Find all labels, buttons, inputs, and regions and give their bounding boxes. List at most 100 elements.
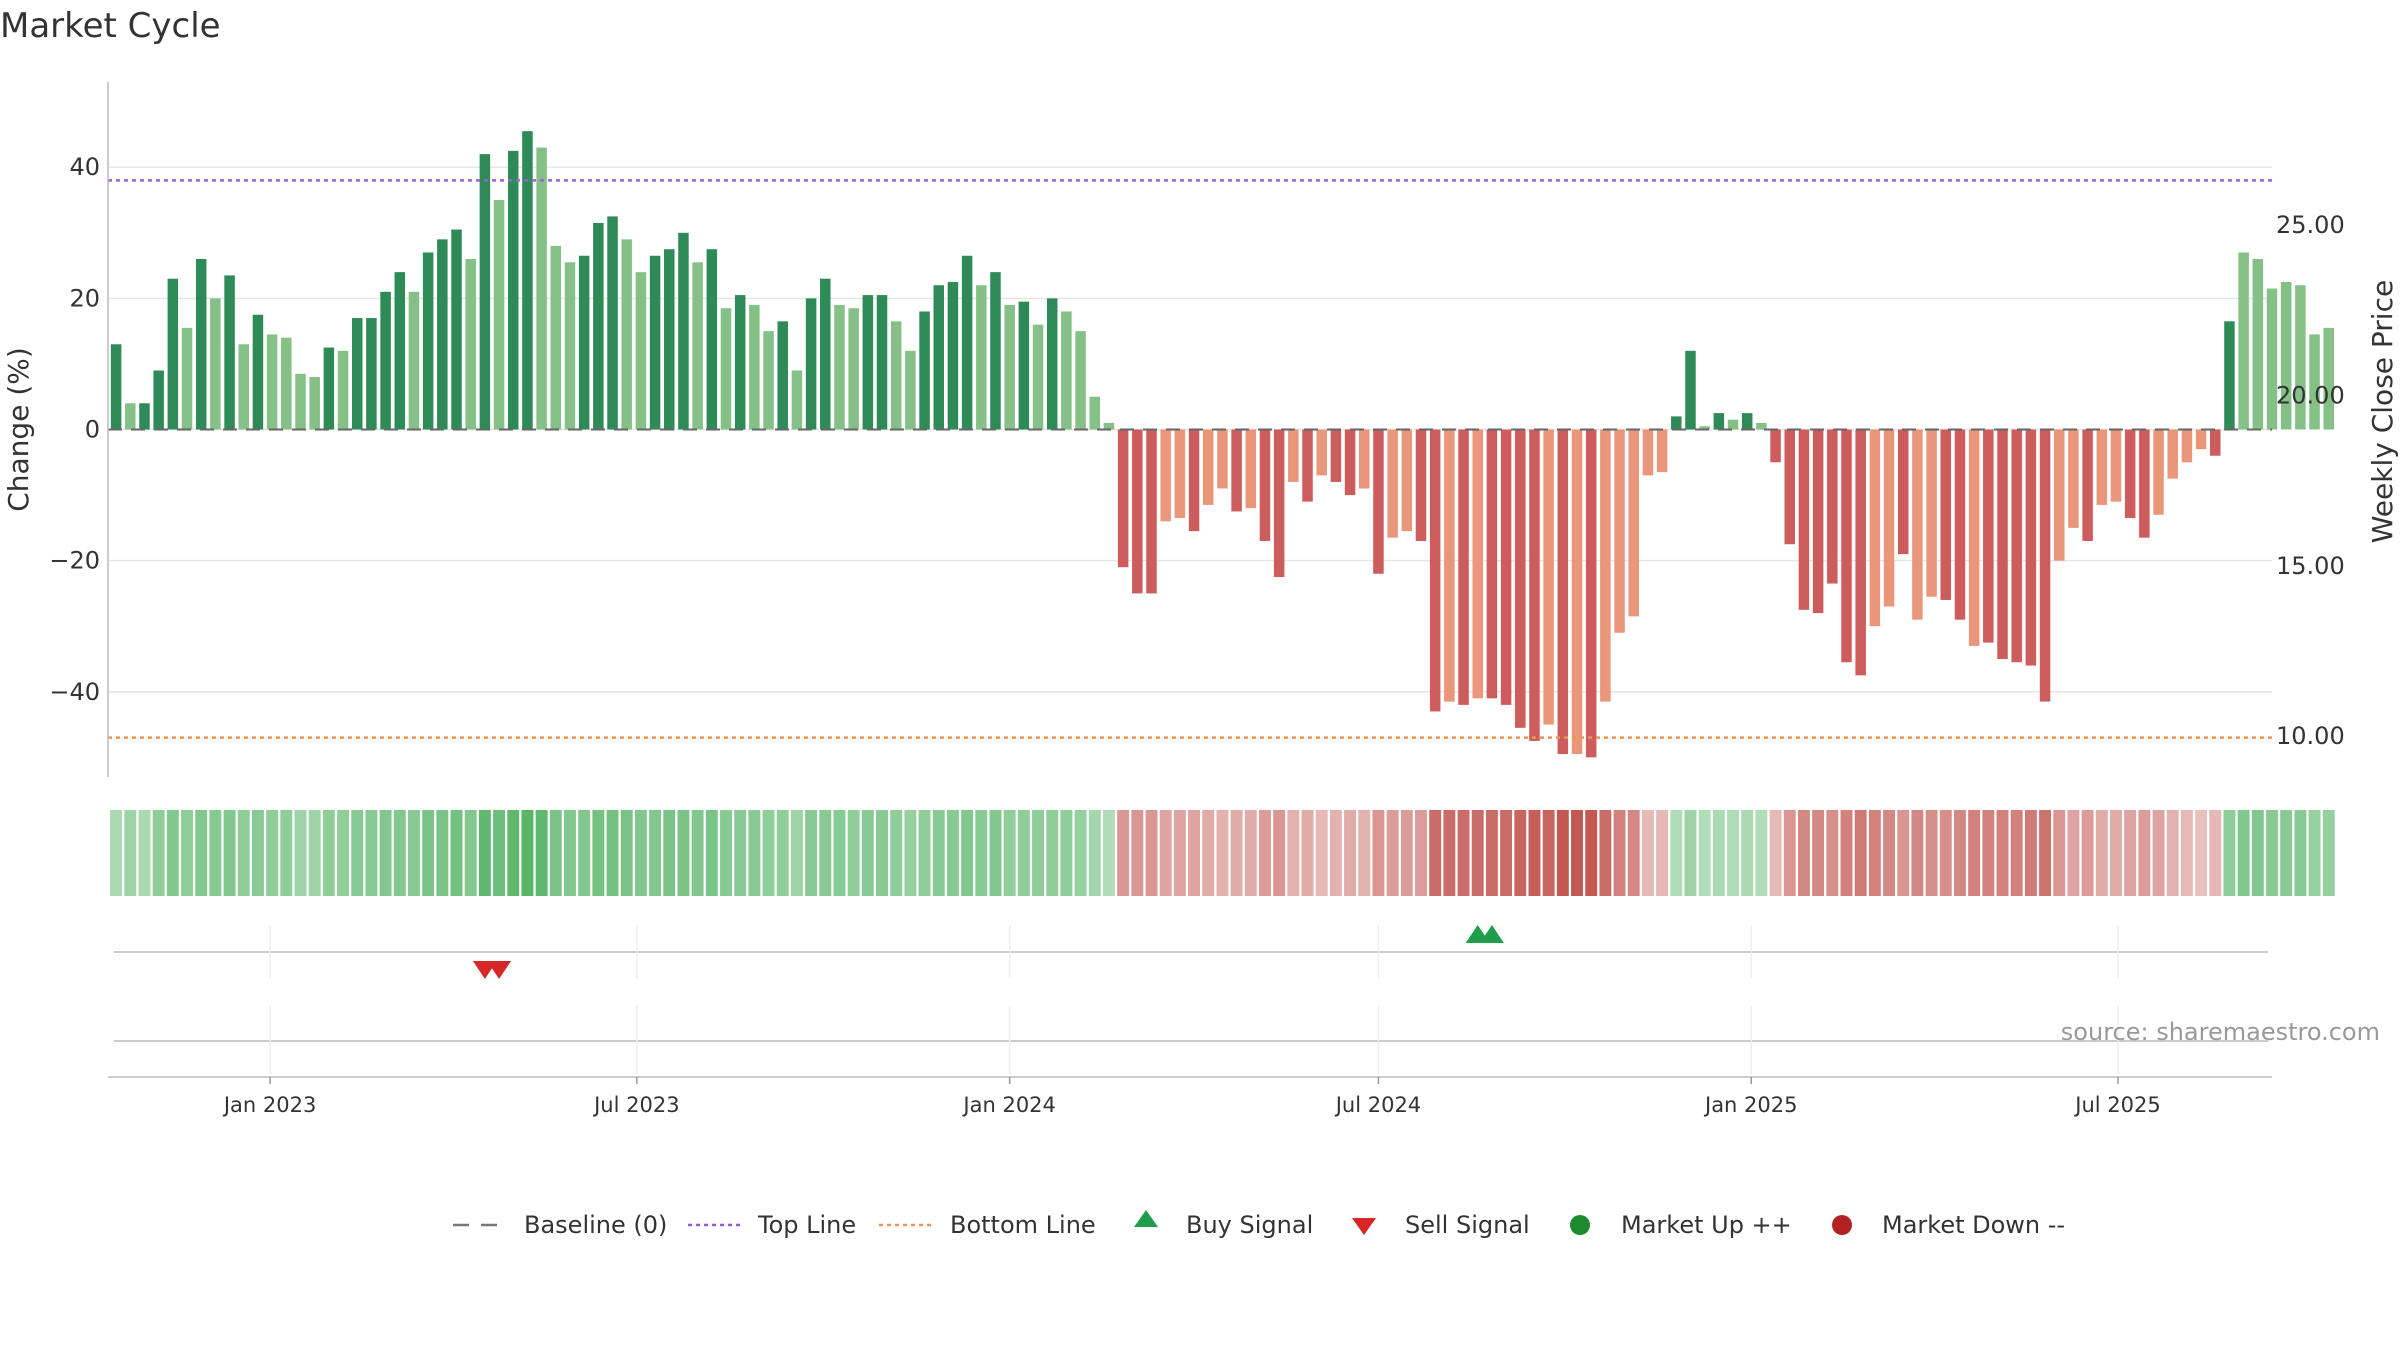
bar — [2139, 429, 2150, 538]
heat-cell — [1797, 810, 1810, 896]
heat-cell — [535, 810, 548, 896]
heat-cell — [578, 810, 591, 896]
bar — [1174, 429, 1186, 519]
bar — [2068, 429, 2079, 528]
heat-cell — [2053, 810, 2066, 896]
bar — [110, 344, 122, 430]
signal-panel — [114, 925, 2268, 979]
heat-cell — [1443, 810, 1456, 896]
heat-cell — [1216, 810, 1229, 896]
bar — [437, 239, 448, 430]
heat-cell — [592, 810, 605, 896]
bar — [763, 331, 774, 430]
heat-cell — [1102, 810, 1115, 896]
bar — [2011, 429, 2022, 663]
heat-cell — [2124, 810, 2137, 896]
heat-cell — [1812, 810, 1825, 896]
x-tick-label: Jan 2025 — [1703, 1093, 1798, 1117]
bar — [125, 403, 136, 430]
bar — [1784, 429, 1796, 545]
legend-swatch-dot — [1570, 1215, 1590, 1235]
bar — [990, 272, 1001, 430]
bar — [2210, 429, 2221, 456]
bar — [1585, 429, 1597, 758]
bar — [1373, 429, 1384, 574]
x-tick-label: Jan 2024 — [961, 1093, 1056, 1117]
bar — [465, 259, 476, 430]
heat-cell — [1542, 810, 1555, 896]
heat-cell — [961, 810, 974, 896]
bar — [2280, 281, 2292, 430]
bar — [1316, 429, 1327, 476]
heat-cell — [1003, 810, 1016, 896]
y2-tick-label: 10.00 — [2276, 722, 2345, 750]
bar — [366, 318, 377, 430]
heat-cell — [1032, 810, 1044, 896]
bar — [1217, 429, 1228, 489]
bar — [2323, 327, 2334, 430]
heat-cell — [1982, 810, 1995, 896]
heat-strip — [110, 810, 2335, 896]
bar — [749, 304, 760, 430]
heat-cell — [266, 810, 279, 896]
heat-cell — [2223, 810, 2236, 896]
bar — [1883, 429, 1895, 607]
heat-cell — [2195, 810, 2208, 896]
bar — [1429, 429, 1441, 712]
heat-cell — [1046, 810, 1059, 896]
heat-cell — [549, 810, 562, 896]
bar — [380, 291, 391, 430]
heat-cell — [876, 810, 888, 896]
heat-cell — [819, 810, 832, 896]
heat-cell — [181, 810, 193, 896]
heat-cell — [493, 810, 506, 896]
bar — [507, 150, 519, 430]
heat-cell — [1783, 810, 1796, 896]
bar — [1132, 429, 1143, 594]
bar — [1146, 429, 1157, 594]
heat-cell — [351, 810, 364, 896]
y2-tick-label: 25.00 — [2276, 211, 2345, 239]
legend-label: Bottom Line — [950, 1211, 1096, 1239]
heat-cell — [677, 810, 690, 896]
heat-cell — [663, 810, 676, 896]
heat-cell — [1599, 810, 1612, 896]
bar — [593, 222, 604, 430]
bar — [2224, 321, 2235, 430]
heat-cell — [1088, 810, 1101, 896]
heat-cell — [2024, 810, 2037, 896]
bar — [1359, 429, 1370, 489]
bar — [578, 255, 590, 430]
bar — [678, 232, 689, 430]
bar — [862, 295, 874, 430]
bar — [1288, 429, 1299, 482]
heat-cell — [1145, 810, 1158, 896]
bar — [1458, 429, 1469, 705]
heat-cell — [1911, 810, 1924, 896]
heat-cell — [138, 810, 151, 896]
heat-cell — [1755, 810, 1768, 896]
heat-cell — [1344, 810, 1357, 896]
heat-cell — [152, 810, 165, 896]
bar — [933, 285, 944, 430]
bar — [1515, 429, 1526, 728]
heat-cell — [691, 810, 704, 896]
heat-cell — [1301, 810, 1314, 896]
heat-cell — [280, 810, 293, 896]
heat-cell — [946, 810, 959, 896]
bar — [805, 298, 817, 430]
heat-cell — [1131, 810, 1144, 896]
bar — [422, 252, 434, 430]
bar — [2167, 429, 2178, 479]
bar — [1330, 429, 1342, 482]
heat-cell — [564, 810, 576, 896]
bar — [266, 334, 278, 430]
heat-cell — [1188, 810, 1201, 896]
bar — [394, 272, 406, 430]
bar — [1160, 429, 1171, 522]
heat-cell — [2209, 810, 2222, 896]
heat-cell — [436, 810, 449, 896]
bar — [1812, 429, 1824, 614]
bar — [1032, 324, 1044, 430]
